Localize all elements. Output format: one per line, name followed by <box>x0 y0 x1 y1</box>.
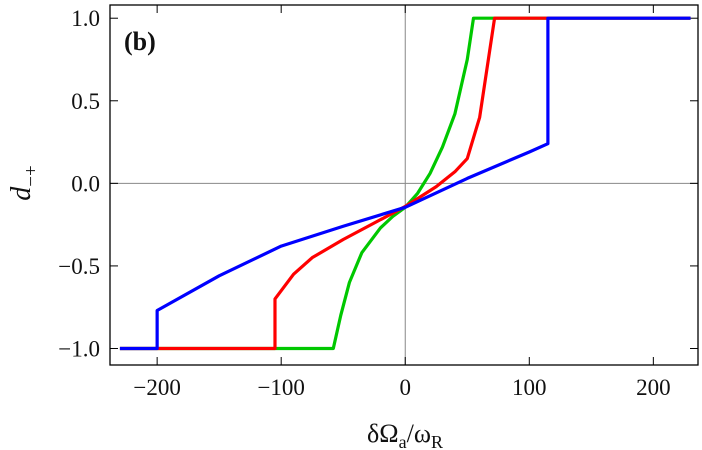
x-tick-label: 200 <box>636 375 671 400</box>
y-tick-label: 1.0 <box>71 6 100 31</box>
y-label-sub: −+ <box>21 165 42 186</box>
y-tick-label: −1.0 <box>58 336 100 361</box>
plot-frame <box>109 4 699 366</box>
panel-label: (b) <box>124 27 156 56</box>
x-label-part: /ω <box>407 419 431 448</box>
x-axis-label: δΩa/ωR <box>367 419 443 450</box>
y-axis-label: d−+ <box>6 165 42 200</box>
x-tick-label: −100 <box>257 375 304 400</box>
x-label-part: δΩ <box>367 419 399 448</box>
x-tick-label: 100 <box>512 375 547 400</box>
x-label-sub: a <box>399 432 407 450</box>
y-tick-label: −0.5 <box>58 254 100 279</box>
x-tick-label: −200 <box>133 375 180 400</box>
y-tick-label: 0.5 <box>71 89 100 114</box>
y-label-part: d <box>6 186 37 201</box>
x-label-sub: R <box>431 432 443 450</box>
series-line <box>119 16 691 351</box>
x-tick-label: 0 <box>399 375 411 400</box>
y-tick-label: 0.0 <box>71 171 100 196</box>
